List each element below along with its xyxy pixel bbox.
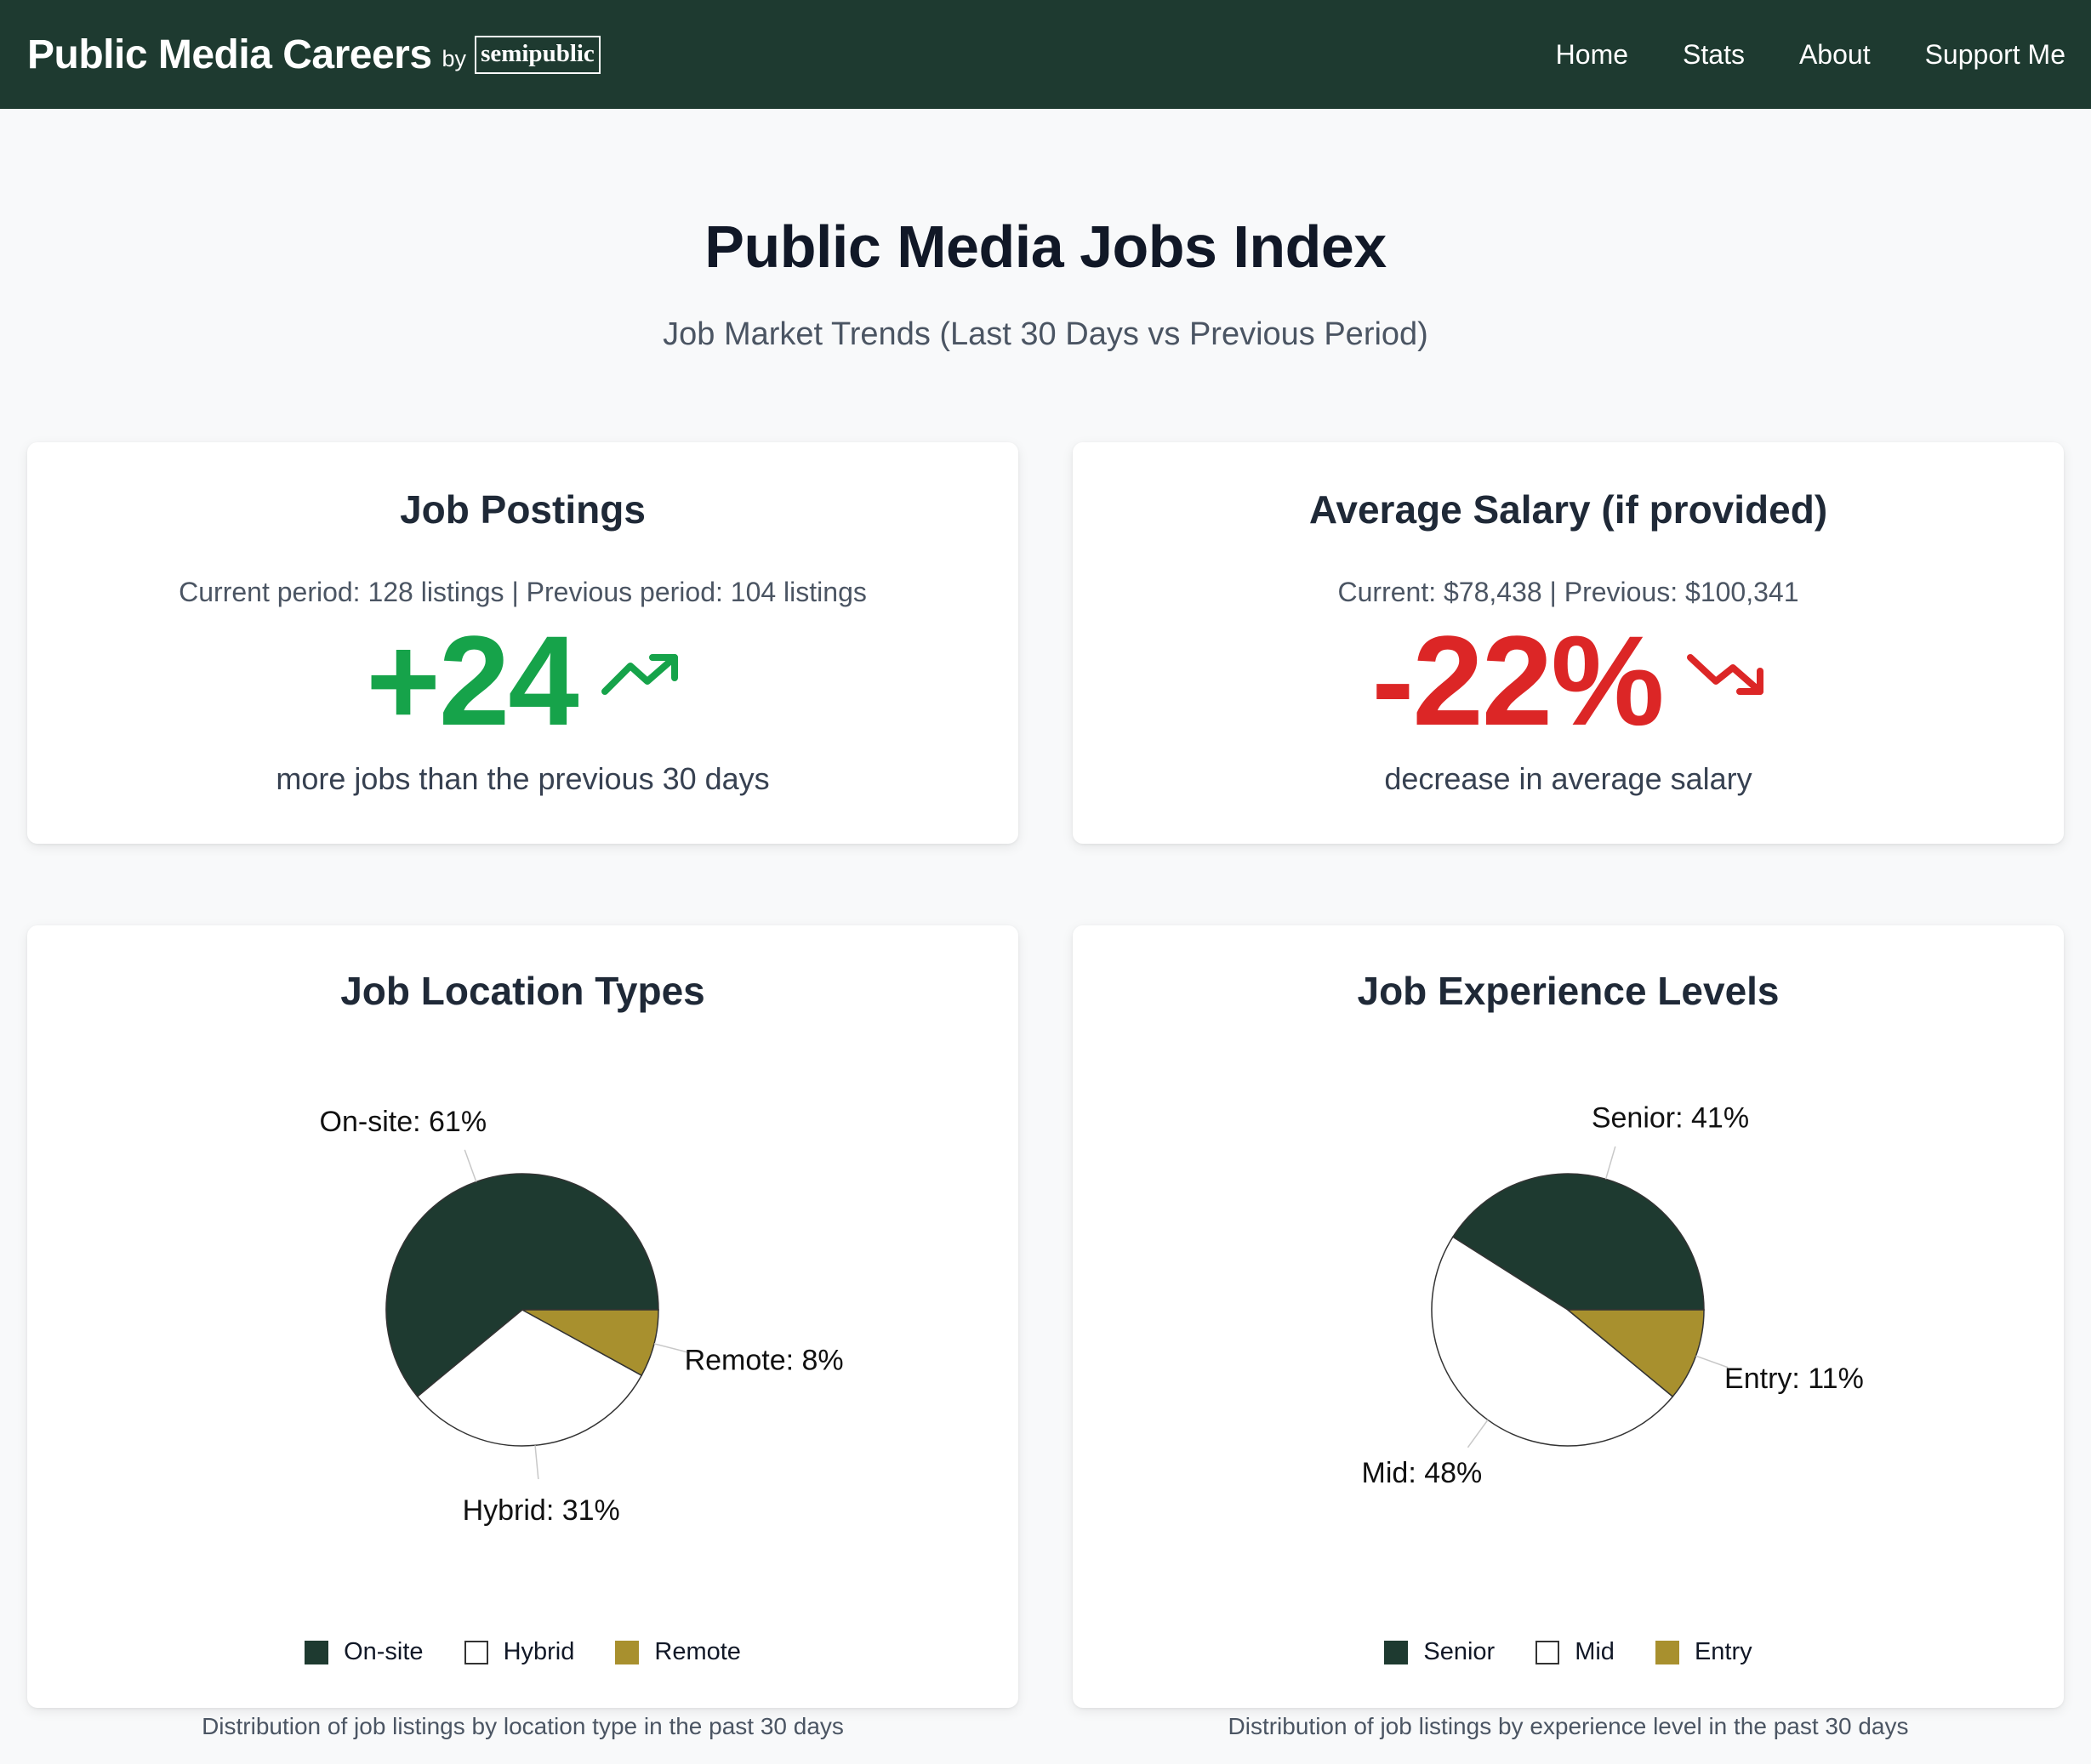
trending-up-icon <box>601 652 680 701</box>
legend-item-hybrid[interactable]: Hybrid <box>464 1638 575 1666</box>
nav-link-about[interactable]: About <box>1798 38 1871 70</box>
postings-description: more jobs than the previous 30 days <box>276 761 770 796</box>
pie-slice-entry[interactable] <box>1565 1309 1705 1398</box>
legend-swatch <box>1384 1640 1409 1664</box>
pie-slice-mid[interactable] <box>1431 1236 1674 1447</box>
legend-label: On-site <box>344 1638 424 1665</box>
nav-link-home[interactable]: Home <box>1555 38 1629 70</box>
card-title: Average Salary (if provided) <box>1308 487 1828 532</box>
legend-swatch <box>1655 1640 1679 1664</box>
legend-item-mid[interactable]: Mid <box>1535 1638 1615 1666</box>
legend-swatch <box>305 1640 329 1664</box>
pie-label-on-site: On-site: 61% <box>320 1106 487 1138</box>
pie-label-leader <box>653 1343 687 1353</box>
legend-label: Mid <box>1575 1638 1615 1665</box>
card-title: Job Experience Levels <box>1357 969 1780 1013</box>
card-title: Job Location Types <box>340 969 705 1013</box>
brand-title[interactable]: Public Media Careers <box>27 31 432 77</box>
experience-legend: Senior Mid Entry <box>1073 1638 2064 1666</box>
legend-item-remote[interactable]: Remote <box>615 1638 741 1666</box>
page-title: Public Media Jobs Index <box>704 213 1387 280</box>
salary-info: Current: $78,438 | Previous: $100,341 <box>1337 577 1799 607</box>
navbar: Public Media Careers by semipublic Home … <box>0 0 2091 109</box>
nav-link-stats[interactable]: Stats <box>1683 38 1745 70</box>
semipublic-logo[interactable]: semipublic <box>475 35 601 74</box>
pie-label-entry: Entry: 11% <box>1724 1363 1864 1395</box>
pie-label-leader <box>1604 1146 1616 1180</box>
location-pie-chart: On-site: 61% Hybrid: 31% Remote: 8% <box>320 1106 844 1527</box>
legend-label: Senior <box>1423 1638 1496 1665</box>
brand-by: by <box>442 45 467 71</box>
job-experience-levels-card: Job Experience Levels Senior: 41% Mid: 48… <box>1073 925 2064 1739</box>
location-legend: On-site Hybrid Remote <box>27 1638 1018 1666</box>
legend-label: Remote <box>654 1638 741 1665</box>
job-location-types-card: Job Location Types On-site: 61% Hybrid: 3… <box>27 925 1018 1739</box>
page-subtitle: Job Market Trends (Last 30 Days vs Previ… <box>663 316 1428 352</box>
legend-label: Hybrid <box>503 1638 575 1665</box>
salary-description: decrease in average salary <box>1384 761 1752 796</box>
pie-slice-senior[interactable] <box>1451 1173 1705 1311</box>
trending-down-icon <box>1686 651 1765 703</box>
pie-label-senior: Senior: 41% <box>1592 1101 1749 1134</box>
legend-item-entry[interactable]: Entry <box>1655 1638 1752 1666</box>
pie-label-remote: Remote: 8% <box>685 1345 844 1377</box>
postings-change-value: +24 <box>366 608 578 752</box>
salary-change-value: -22% <box>1371 608 1664 752</box>
job-postings-card: Job Postings Current period: 128 listing… <box>27 442 1018 844</box>
pie-label-leader <box>1695 1355 1729 1369</box>
average-salary-card: Average Salary (if provided) Current: $7… <box>1073 442 2064 844</box>
pie-slice-on-site[interactable] <box>385 1173 659 1398</box>
card-title: Job Postings <box>400 487 646 532</box>
legend-item-on-site[interactable]: On-site <box>305 1638 424 1666</box>
location-caption: Distribution of job listings by location… <box>202 1713 844 1739</box>
pie-label-hybrid: Hybrid: 31% <box>463 1494 620 1527</box>
nav-links: Home Stats About Support Me <box>1556 0 2065 109</box>
experience-pie-chart: Senior: 41% Mid: 48% Entry: 11% <box>1362 1101 1864 1489</box>
experience-caption: Distribution of job listings by experien… <box>1228 1713 1909 1739</box>
pie-label-leader <box>464 1149 477 1182</box>
legend-swatch <box>615 1640 640 1664</box>
postings-info: Current period: 128 listings | Previous … <box>179 577 867 607</box>
legend-swatch <box>1535 1640 1560 1664</box>
nav-link-support-me[interactable]: Support Me <box>1924 38 2065 70</box>
brand[interactable]: Public Media Careers by semipublic <box>27 31 601 78</box>
pie-label-leader <box>1467 1420 1489 1448</box>
pie-label-leader <box>534 1445 539 1480</box>
legend-swatch <box>464 1640 488 1664</box>
legend-label: Entry <box>1694 1638 1752 1665</box>
pie-label-mid: Mid: 48% <box>1362 1457 1483 1489</box>
legend-item-senior[interactable]: Senior <box>1384 1638 1495 1666</box>
